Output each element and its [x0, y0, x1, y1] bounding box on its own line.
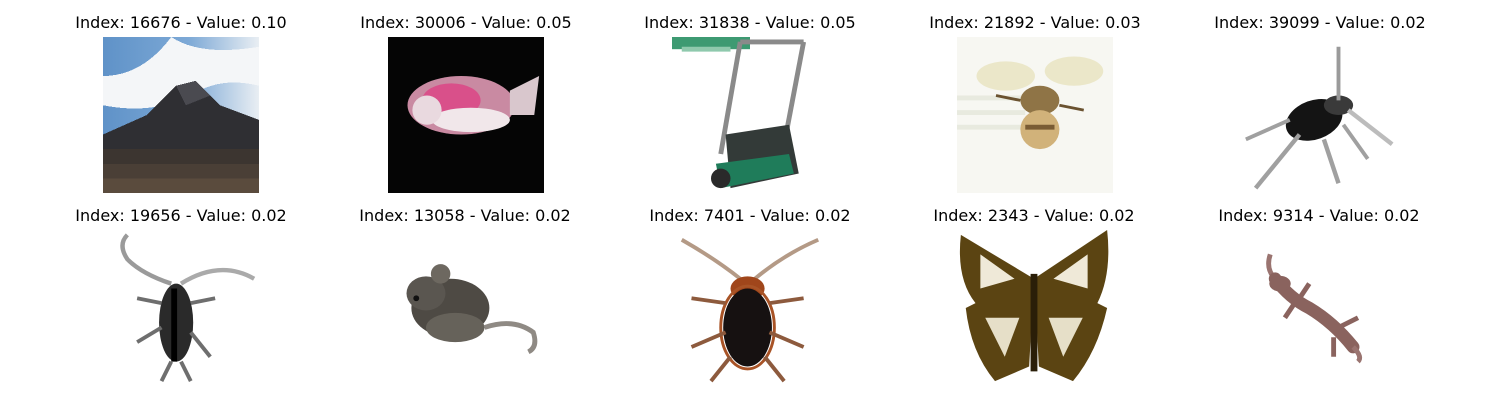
longhorn-beetle-image [103, 230, 259, 386]
butterfly-image [956, 230, 1112, 386]
mountain-sky-image [103, 37, 259, 193]
panel-title: Index: 16676 - Value: 0.10 [75, 13, 287, 32]
panel-title: Index: 31838 - Value: 0.05 [644, 13, 856, 32]
bee-image [957, 37, 1113, 193]
panel-title: Index: 9314 - Value: 0.02 [1218, 206, 1420, 225]
panel-title: Index: 19656 - Value: 0.02 [75, 206, 287, 225]
panel-title: Index: 2343 - Value: 0.02 [933, 206, 1135, 225]
panel-title: Index: 30006 - Value: 0.05 [360, 13, 572, 32]
panel-title: Index: 13058 - Value: 0.02 [359, 206, 571, 225]
pink-fish-image [388, 37, 544, 193]
cockroach-image [672, 230, 828, 386]
lawn-mower-image [672, 37, 828, 193]
panel-title: Index: 7401 - Value: 0.02 [649, 206, 851, 225]
lizard-image [1241, 230, 1397, 386]
panel-title: Index: 39099 - Value: 0.02 [1214, 13, 1426, 32]
mouse-image [387, 230, 543, 386]
panel-title: Index: 21892 - Value: 0.03 [929, 13, 1141, 32]
black-insect-image [1241, 37, 1397, 193]
